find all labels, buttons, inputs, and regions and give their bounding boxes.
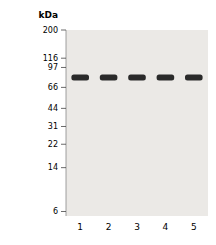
marker-tick [61, 87, 66, 88]
marker-tick [61, 144, 66, 145]
band [71, 74, 89, 80]
marker-tick [61, 126, 66, 127]
lane-label: 5 [191, 222, 197, 232]
tick-label: 200 [43, 26, 58, 35]
bands [71, 74, 202, 80]
band [100, 74, 118, 80]
lane-label: 3 [134, 222, 140, 232]
lane-label: 2 [106, 222, 112, 232]
lane-label: 1 [77, 222, 83, 232]
tick-label: 22 [48, 140, 58, 149]
band [128, 74, 146, 80]
tick-label: 14 [48, 163, 58, 172]
marker-tick [61, 167, 66, 168]
gel-background [66, 30, 208, 216]
marker-tick [61, 211, 66, 212]
tick-label: 116 [43, 54, 58, 63]
tick-label: 44 [48, 104, 58, 113]
marker-tick [61, 30, 66, 31]
marker-tick [61, 108, 66, 109]
chart: kDa 200 11697 66 44 31 22 14 6 1 2 3 4 5 [0, 0, 216, 245]
lane-label: 4 [163, 222, 169, 232]
tick-label: 31 [48, 122, 58, 131]
tick-label: 66 [48, 83, 58, 92]
band [157, 74, 175, 80]
tick-label: 6 [53, 207, 58, 216]
axis-title: kDa [38, 10, 58, 20]
marker-tick [61, 58, 66, 59]
band [185, 74, 203, 80]
tick-label: 97 [48, 63, 58, 72]
marker-tick [61, 67, 66, 68]
